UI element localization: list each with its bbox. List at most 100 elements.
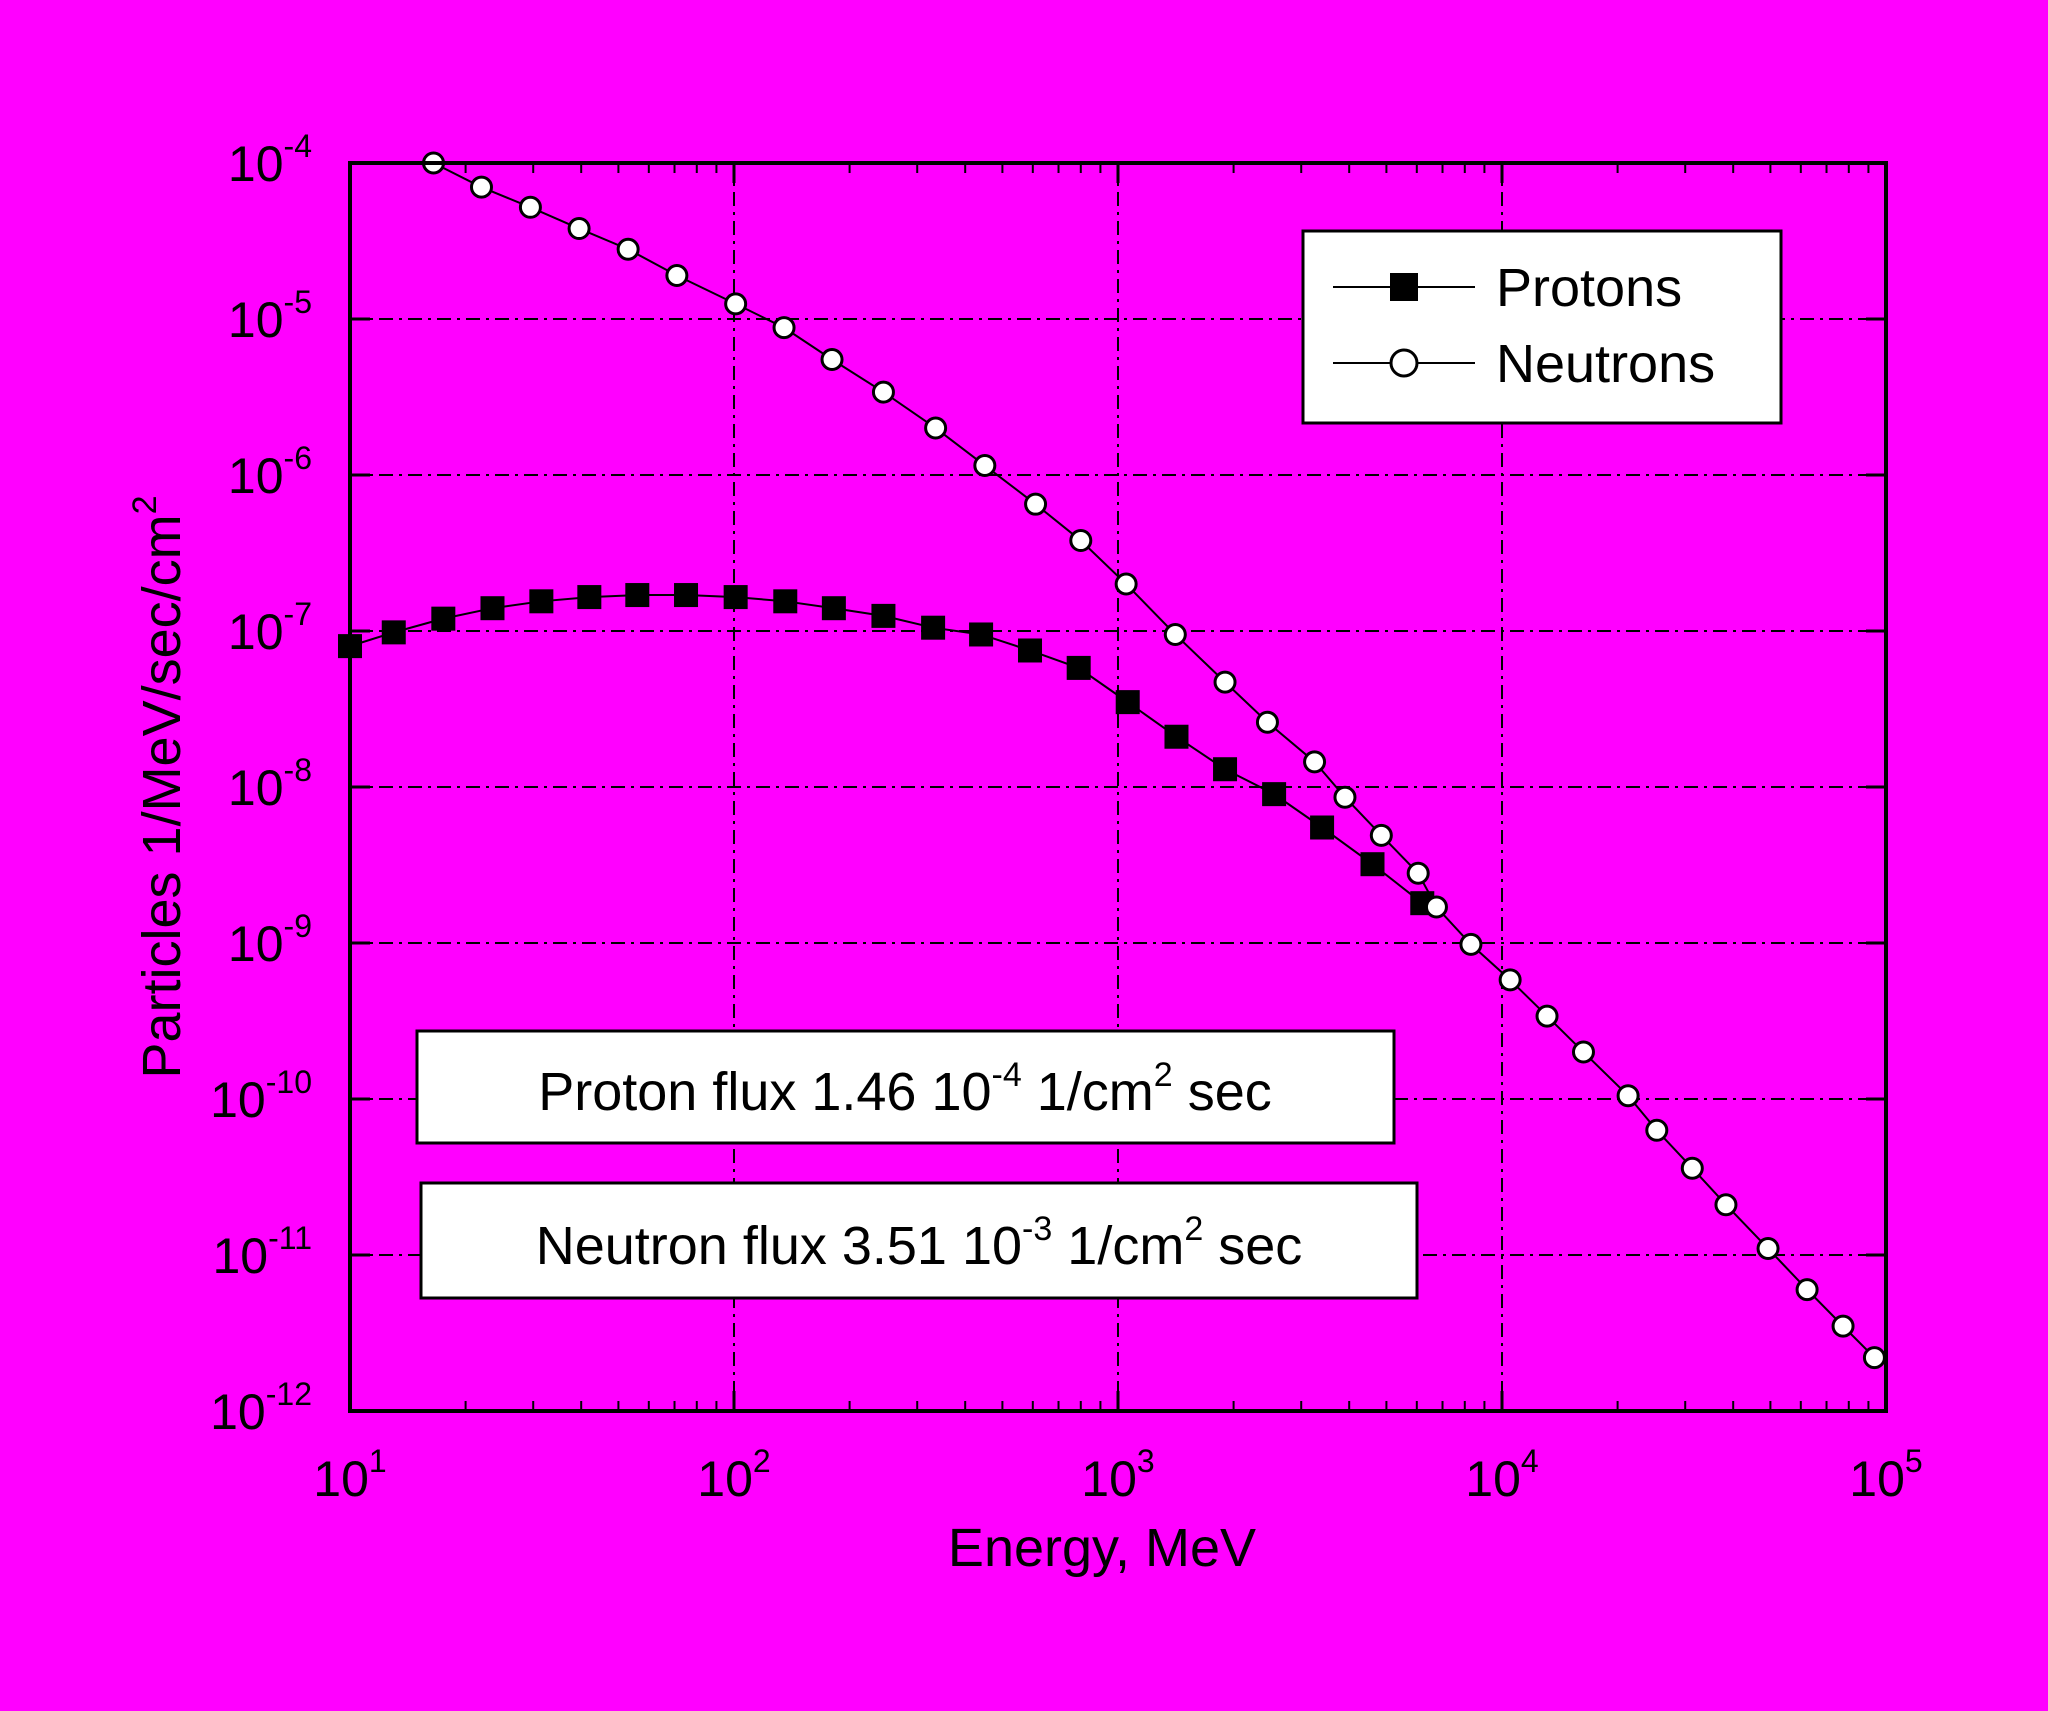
x-tick-label: 105 xyxy=(1849,1443,1922,1507)
y-tick-label-base: 10 xyxy=(210,1072,266,1128)
y-tick-label: 10-5 xyxy=(228,284,312,348)
y-tick-label: 10-7 xyxy=(228,596,312,660)
neutrons-point xyxy=(1114,572,1138,596)
neutrons-point xyxy=(1024,492,1048,516)
protons-point xyxy=(1262,782,1287,807)
y-tick-label-exp: -6 xyxy=(284,440,312,476)
protons-point xyxy=(723,585,748,610)
neutron-flux-post: sec xyxy=(1203,1216,1302,1276)
protons-point xyxy=(969,622,994,647)
neutrons-point xyxy=(924,416,948,440)
protons-line xyxy=(349,594,1423,904)
protons-point xyxy=(1310,815,1335,840)
legend-neutrons-label: Neutrons xyxy=(1496,334,1715,394)
neutrons-point xyxy=(1795,1278,1819,1302)
legend-protons-marker xyxy=(1390,273,1418,301)
neutrons-point xyxy=(1424,895,1448,919)
proton-flux-box xyxy=(415,1029,1396,1145)
y-tick-label-exp: -9 xyxy=(284,908,312,944)
series-layer xyxy=(338,151,1886,1370)
neutrons-point xyxy=(1645,1118,1669,1142)
y-tick-label-base: 10 xyxy=(210,1384,266,1440)
protons-point xyxy=(821,596,846,621)
protons-point xyxy=(871,603,896,628)
neutron-flux-text: Neutron flux 3.51 10-3 1/cm2 sec xyxy=(536,1210,1303,1276)
y-tick-label-base: 10 xyxy=(228,292,284,348)
neutrons-point xyxy=(1616,1084,1640,1108)
x-tick-label: 102 xyxy=(697,1443,770,1507)
y-tick-label-exp: -8 xyxy=(284,752,312,788)
protons-point xyxy=(625,583,650,608)
y-tick-label-exp: -10 xyxy=(266,1064,312,1100)
neutrons-point xyxy=(1459,932,1483,956)
legend-box xyxy=(1301,229,1783,425)
neutrons-point xyxy=(616,237,640,261)
neutrons-point xyxy=(567,217,591,241)
y-tick-label-exp: -12 xyxy=(266,1376,312,1412)
protons-point xyxy=(480,596,505,621)
neutrons-point xyxy=(1369,823,1393,847)
legend-neutrons-marker xyxy=(1389,348,1419,378)
y-tick-label-exp: -5 xyxy=(284,284,312,320)
y-tick-label: 10-9 xyxy=(228,908,312,972)
protons-point xyxy=(1360,852,1385,877)
neutrons-point xyxy=(1213,670,1237,694)
proton-flux-mid: 1/cm xyxy=(1022,1062,1154,1122)
x-tick-label: 104 xyxy=(1465,1443,1538,1507)
proton-flux-post: sec xyxy=(1173,1062,1272,1122)
y-tick-label: 10-12 xyxy=(210,1376,312,1440)
protons-point xyxy=(577,585,602,610)
x-tick-label-base: 10 xyxy=(1465,1451,1521,1507)
proton-flux-annotation: Proton flux 1.46 10-4 1/cm2 sec xyxy=(415,1029,1396,1145)
y-tick-label-base: 10 xyxy=(228,448,284,504)
x-tick-label-base: 10 xyxy=(697,1451,753,1507)
x-tick-label-exp: 2 xyxy=(753,1443,771,1479)
proton-flux-pre: Proton flux 1.46 10 xyxy=(538,1062,991,1122)
ticks xyxy=(348,161,1888,1413)
y-axis-label-text: Particles 1/MeV/sec/cm xyxy=(132,514,192,1078)
y-tick-label: 10-11 xyxy=(213,1220,313,1284)
neutron-flux-exp: -3 xyxy=(1022,1210,1052,1248)
x-tick-label-exp: 4 xyxy=(1521,1443,1539,1479)
protons-point xyxy=(529,589,554,614)
neutrons-point xyxy=(1498,968,1522,992)
neutrons-point xyxy=(1333,785,1357,809)
y-tick-label-exp: -7 xyxy=(284,596,312,632)
y-tick-label-base: 10 xyxy=(228,136,284,192)
protons-point xyxy=(921,615,946,640)
x-tick-label-base: 10 xyxy=(1081,1451,1137,1507)
neutrons-point xyxy=(1255,710,1279,734)
protons-point xyxy=(431,606,456,631)
protons-point xyxy=(773,589,798,614)
neutrons-point xyxy=(1680,1156,1704,1180)
neutrons-point xyxy=(469,175,493,199)
y-tick-label-base: 10 xyxy=(228,760,284,816)
neutrons-point xyxy=(665,264,689,288)
y-tick-label-base: 10 xyxy=(228,604,284,660)
y-axis-label: Particles 1/MeV/sec/cm2 xyxy=(126,495,192,1078)
y-tick-label-exp: -4 xyxy=(284,128,312,164)
protons-point xyxy=(1066,655,1091,680)
x-axis-label: Energy, MeV xyxy=(948,1518,1256,1578)
neutrons-point xyxy=(1714,1193,1738,1217)
y-axis-label-sup: 2 xyxy=(126,495,164,514)
neutrons-point xyxy=(1069,529,1093,553)
neutrons-point xyxy=(1535,1004,1559,1028)
x-tick-label-exp: 5 xyxy=(1905,1443,1923,1479)
neutrons-point xyxy=(1406,861,1430,885)
neutron-flux-pre: Neutron flux 3.51 10 xyxy=(536,1216,1022,1276)
neutrons-point xyxy=(1831,1314,1855,1338)
protons-point xyxy=(1115,690,1140,715)
neutrons-point xyxy=(724,292,748,316)
x-tick-label: 103 xyxy=(1081,1443,1154,1507)
legend: Protons Neutrons xyxy=(1301,229,1783,425)
neutrons-point xyxy=(871,380,895,404)
neutrons-point xyxy=(1571,1040,1595,1064)
tick-labels: 101 102 103 104 10510-410-510-610-710-810-91… xyxy=(210,128,1923,1507)
legend-protons-label: Protons xyxy=(1496,258,1682,318)
neutrons-point xyxy=(973,454,997,478)
y-tick-label: 10-4 xyxy=(228,128,312,192)
neutrons-point xyxy=(1862,1346,1886,1370)
neutrons-point xyxy=(820,348,844,372)
